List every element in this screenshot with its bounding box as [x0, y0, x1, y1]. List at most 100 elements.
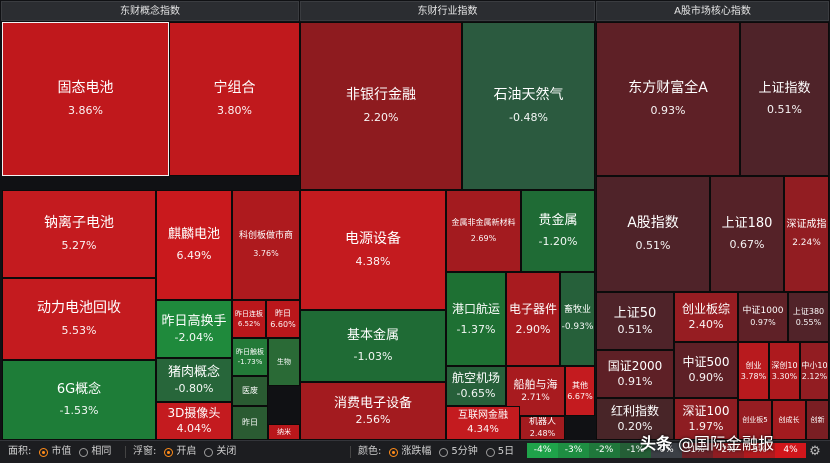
cell-name: 基本金属: [346, 328, 399, 343]
color-option-change-label[interactable]: 涨跌幅: [401, 446, 432, 457]
float-control: 浮窗: 开启 关闭: [133, 441, 236, 463]
heatmap-cell[interactable]: 纳米: [268, 424, 300, 440]
heatmap-cell[interactable]: 固态电池 3.86%: [2, 22, 169, 176]
heatmap-cell[interactable]: 上证50 0.51%: [596, 292, 674, 350]
heatmap-cell[interactable]: 麒麟电池 6.49%: [156, 190, 232, 300]
color-option-5min-label[interactable]: 5分钟: [451, 446, 478, 457]
heatmap-cell[interactable]: 昨日高换手 -2.04%: [156, 300, 232, 358]
cell-name: 上证180: [721, 216, 773, 231]
cell-name: 东方财富全A: [628, 80, 708, 97]
heatmap-cell[interactable]: 金属非金属新材料 2.69%: [446, 190, 521, 272]
heatmap-cell[interactable]: 贵金属 -1.20%: [521, 190, 595, 272]
cell-change: 0.55%: [795, 317, 822, 327]
cell-name: 医废: [242, 386, 258, 395]
color-option-5day-radio[interactable]: [485, 447, 495, 457]
cell-change: 2.40%: [688, 318, 724, 332]
heatmap-cell[interactable]: 上证180 0.67%: [710, 176, 784, 292]
area-option-equal-label[interactable]: 相同: [91, 446, 112, 457]
heatmap-cell[interactable]: 港口航运 -1.37%: [446, 272, 506, 366]
heatmap-cell[interactable]: 中小10 2.12%: [800, 342, 829, 400]
heatmap-cell[interactable]: 国证2000 0.91%: [596, 350, 674, 398]
heatmap-cell[interactable]: 动力电池回收 5.53%: [2, 278, 156, 360]
heatmap-cell[interactable]: 基本金属 -1.03%: [300, 310, 446, 382]
heatmap-cell[interactable]: 电源设备 4.38%: [300, 190, 446, 310]
cell-name: 深证成指: [786, 219, 827, 231]
cell-change: 2.24%: [792, 237, 821, 248]
heatmap-cell[interactable]: 6G概念 -1.53%: [2, 360, 156, 440]
color-option-change-radio[interactable]: [389, 447, 399, 457]
float-option-off-radio[interactable]: [204, 447, 214, 457]
heatmap-cell[interactable]: 上证指数 0.51%: [740, 22, 829, 176]
heatmap-cell[interactable]: 创新: [806, 400, 829, 440]
heatmap-cell[interactable]: 非银行金融 2.20%: [300, 22, 462, 190]
heatmap-cell[interactable]: 深证100 1.97%: [674, 398, 738, 440]
heatmap-cell[interactable]: 猪肉概念 -0.80%: [156, 358, 232, 402]
heatmap-cell[interactable]: 宁组合 3.80%: [169, 22, 300, 176]
heatmap-cell[interactable]: 航空机场 -0.65%: [446, 366, 506, 406]
watermark-text: @国际金融报: [678, 434, 775, 453]
cell-name: 国证2000: [607, 359, 663, 374]
cell-name: 中证1000: [742, 305, 784, 316]
panel-title-industry: 东财行业指数: [300, 1, 595, 21]
legend-swatch: 0%: [651, 443, 682, 458]
heatmap-cell[interactable]: 生物: [268, 338, 300, 386]
cell-name: 创业板综: [681, 302, 730, 317]
heatmap-cell[interactable]: 电子器件 2.90%: [506, 272, 560, 366]
cell-name: 6G概念: [56, 382, 102, 397]
cell-name: 畜牧业: [563, 304, 591, 315]
cell-name: 其他: [572, 380, 588, 390]
heatmap-cell[interactable]: 创成长: [772, 400, 806, 440]
heatmap-cell[interactable]: 昨日 6.60%: [266, 300, 300, 338]
heatmap-cell[interactable]: 3D摄像头 4.04%: [156, 402, 232, 440]
heatmap-cell[interactable]: 中证500 0.90%: [674, 342, 738, 398]
legend-swatch: 4%: [775, 443, 806, 458]
cell-change: -1.20%: [538, 235, 578, 249]
cell-name: 昨日: [242, 418, 258, 427]
heatmap-cell[interactable]: 红利指数 0.20%: [596, 398, 674, 440]
heatmap-cell[interactable]: 深创10 3.30%: [769, 342, 800, 400]
float-option-on-radio[interactable]: [164, 447, 174, 457]
cell-change: -1.37%: [456, 322, 496, 336]
color-option-5day-label[interactable]: 5日: [497, 446, 515, 457]
heatmap-cell[interactable]: 昨日触板 -1.73%: [232, 338, 268, 376]
cell-change: 3.78%: [740, 371, 767, 381]
heatmap-cell[interactable]: 昨日连板 6.52%: [232, 300, 266, 338]
toolbar-divider: [125, 446, 126, 458]
heatmap-cell[interactable]: 深证成指 2.24%: [784, 176, 829, 292]
heatmap-cell[interactable]: 互联网金融 4.34%: [446, 406, 520, 440]
cell-name: 石油天然气: [493, 87, 564, 104]
heatmap-cell[interactable]: 中证1000 0.97%: [738, 292, 788, 342]
cell-name: 航空机场: [451, 371, 500, 386]
panel-title-market: A股市场核心指数: [596, 1, 829, 21]
cell-name: 3D摄像头: [167, 406, 221, 421]
gear-icon[interactable]: ⚙: [809, 444, 821, 459]
heatmap-cell[interactable]: 钠离子电池 5.27%: [2, 190, 156, 278]
cell-name: 上证380: [792, 306, 825, 316]
heatmap-cell[interactable]: 石油天然气 -0.48%: [462, 22, 595, 190]
float-option-off-label[interactable]: 关闭: [216, 446, 237, 457]
heatmap-cell[interactable]: 创业 3.78%: [738, 342, 769, 400]
heatmap-cell[interactable]: 科创板做市商 3.76%: [232, 190, 300, 300]
cell-change: 0.51%: [617, 322, 653, 336]
color-legend: -4% -3% -2% -1% 0% 1% 2% 3% 4%: [527, 443, 806, 458]
cell-change: -0.48%: [509, 110, 548, 124]
area-option-equal-radio[interactable]: [79, 447, 89, 457]
cell-name: 贵金属: [538, 213, 578, 228]
cell-change: 6.52%: [237, 319, 261, 328]
heatmap-cell[interactable]: 创业板5: [738, 400, 772, 440]
heatmap-cell[interactable]: A股指数 0.51%: [596, 176, 710, 292]
heatmap-cell[interactable]: 上证380 0.55%: [788, 292, 829, 342]
color-label: 颜色:: [358, 446, 382, 457]
heatmap-cell[interactable]: 昨日: [232, 406, 268, 440]
heatmap-cell[interactable]: 机器人 2.48%: [520, 416, 565, 440]
heatmap-cell[interactable]: 东方财富全A 0.93%: [596, 22, 740, 176]
color-option-5min-radio[interactable]: [439, 447, 449, 457]
heatmap-cell[interactable]: 消费电子设备 2.56%: [300, 382, 446, 440]
heatmap-cell[interactable]: 医废: [232, 376, 268, 406]
heatmap-cell[interactable]: 创业板综 2.40%: [674, 292, 738, 342]
float-option-on-label[interactable]: 开启: [176, 446, 197, 457]
heatmap-cell[interactable]: 畜牧业 -0.93%: [560, 272, 595, 366]
area-option-marketcap-label[interactable]: 市值: [51, 446, 72, 457]
area-option-marketcap-radio[interactable]: [39, 447, 49, 457]
heatmap-cell[interactable]: 其他 6.67%: [565, 366, 595, 416]
